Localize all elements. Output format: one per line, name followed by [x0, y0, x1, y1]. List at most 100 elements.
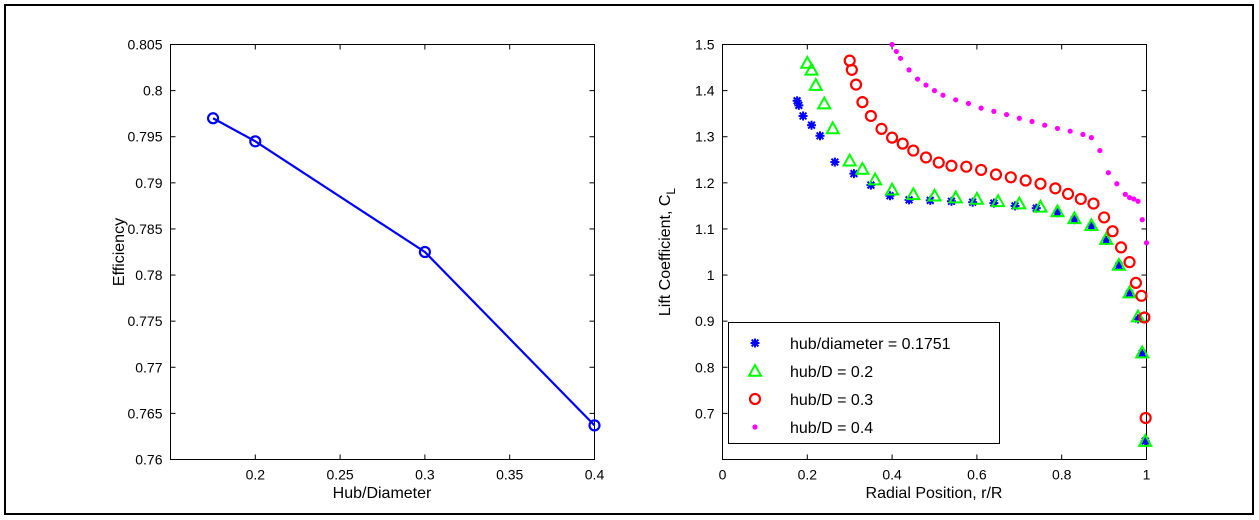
- legend-marker-1: [747, 362, 763, 377]
- lift-series-1-point: [948, 189, 964, 204]
- lift-series-0-point: [830, 157, 840, 167]
- efficiency-series-line: [212, 117, 596, 427]
- efficiency-y-ticks: 0.760.7650.770.7750.780.7850.790.7950.80…: [127, 37, 595, 468]
- lift-series-3-point: [1016, 115, 1022, 121]
- lift-series-3-point: [931, 88, 938, 94]
- lift-series-3-point: [1126, 194, 1133, 201]
- lift-series-1-point: [905, 186, 921, 201]
- lift-series-0-point: [815, 131, 825, 141]
- lift-series-1-point: [926, 187, 943, 202]
- lift-y-tick-label: 1.5: [695, 37, 715, 53]
- lift-series-1-point: [816, 95, 832, 110]
- lift-series-2-point: [975, 163, 988, 177]
- lift-series-2-point: [1138, 311, 1151, 324]
- legend-marker-3: [752, 424, 758, 430]
- lift-series-1-point: [1111, 256, 1127, 271]
- lift-series-3-point: [1143, 240, 1150, 246]
- lift-series-2-point: [919, 151, 933, 164]
- lift-series-0-point: [849, 169, 859, 179]
- lift-series-1-point: [1011, 195, 1027, 210]
- efficiency-x-tick-label: 0.2: [246, 467, 266, 483]
- legend-marker-0: [750, 338, 760, 348]
- lift-series-1-point: [1032, 198, 1049, 213]
- efficiency-y-tick-label: 0.805: [127, 37, 162, 53]
- lift-series-3-point: [923, 82, 929, 88]
- lift-series-3-point: [1088, 135, 1094, 141]
- lift-series-0-point-stroke-d2: [794, 101, 803, 110]
- lift-series-1-point: [1137, 432, 1153, 447]
- efficiency-series-0-point: [418, 245, 431, 259]
- lift-series-3-point: [953, 97, 959, 103]
- lift-series-3-point: [1097, 147, 1103, 154]
- lift-series-1-point: [803, 61, 820, 76]
- lift-series-3-point: [1122, 191, 1128, 197]
- lift-series-0-point-stroke-d2: [885, 191, 895, 200]
- lift-series-3-point: [1080, 131, 1086, 138]
- lift-series-3-point: [1114, 181, 1120, 187]
- lift-series-3-point: [897, 55, 904, 61]
- lift-series-2-point: [1139, 411, 1152, 425]
- efficiency-y-tick-label: 0.8: [143, 83, 163, 99]
- efficiency-plot-area: [170, 44, 595, 460]
- efficiency-series: [206, 112, 601, 432]
- lift-series-2-point: [1097, 211, 1111, 224]
- efficiency-y-tick-label: 0.77: [135, 359, 162, 375]
- lift-series-2-point: [989, 168, 1003, 181]
- legend-label-2: hub/D = 0.3: [790, 392, 873, 409]
- lift-series-1-point: [867, 171, 883, 186]
- lift-series-2-point: [932, 156, 945, 169]
- efficiency-y-tick-label: 0.795: [127, 129, 162, 145]
- lift-series-3-point: [889, 41, 895, 48]
- lift-series-0-point: [798, 111, 808, 121]
- lift-series-1-point: [1049, 203, 1066, 218]
- efficiency-series-0-point: [249, 135, 262, 148]
- lift-series-3-point: [1054, 125, 1061, 132]
- lift-series-3-point: [965, 100, 972, 107]
- lift-series-2-point: [1129, 276, 1143, 289]
- lift-series-2-point: [1019, 174, 1032, 187]
- lift-series-1-point: [808, 77, 824, 91]
- lift-y-tick-label: 1.1: [695, 221, 715, 237]
- lift-series-2-point: [1004, 171, 1017, 184]
- lift-series: [792, 41, 1153, 447]
- legend-label-3: hub/D = 0.4: [790, 420, 873, 437]
- lift-y-label-main: Lift Coefficient, C: [657, 195, 674, 317]
- lift-series-1-point: [1083, 217, 1100, 232]
- lift-y-tick-label: 0.9: [695, 313, 715, 329]
- efficiency-x-label: Hub/Diameter: [333, 485, 432, 502]
- lift-series-2-point: [1106, 225, 1119, 238]
- lift-series-3-point: [1131, 196, 1137, 202]
- lift-series-1-point: [969, 190, 985, 205]
- lift-series-1-point: [990, 193, 1006, 208]
- lift-series-1-point: [1134, 344, 1150, 359]
- lift-x-tick-label: 0.2: [798, 467, 818, 483]
- efficiency-x-ticks: 0.2 0.25 0.3 0.35 0.4: [246, 44, 604, 483]
- efficiency-y-tick-label: 0.78: [135, 267, 162, 283]
- efficiency-x-tick-label: 0.25: [326, 467, 353, 483]
- lift-y-tick-label: 1.4: [695, 83, 715, 99]
- lift-series-1-point: [799, 54, 815, 69]
- legend: hub/diameter = 0.1751 hub/D = 0.2 hub/D = …: [728, 322, 1000, 444]
- efficiency-x-tick-label: 0.3: [415, 467, 435, 483]
- lift-series-0-point-stroke-d2: [830, 158, 839, 167]
- lift-series-2-point: [864, 109, 878, 123]
- lift-series-2-point: [960, 160, 973, 173]
- lift-series-1-point: [1066, 210, 1083, 225]
- lift-series-2-point: [849, 78, 863, 91]
- efficiency-series-0-point: [588, 419, 601, 432]
- lift-x-tick-label: 0: [719, 467, 727, 483]
- lift-series-0-point-stroke-d2: [815, 131, 825, 140]
- lift-y-ticks: 0.7 0.8 0.9 1 1.1 1.2 1.3 1.4 1.5: [695, 37, 1147, 421]
- legend-marker-2: [748, 392, 762, 406]
- legend-label-0: hub/diameter = 0.1751: [790, 336, 951, 353]
- lift-series-3-point: [1139, 217, 1145, 223]
- lift-coefficient-chart: 0.7 0.8 0.9 1 1.1 1.2 1.3 1.4 1.5 0 0.2 0.4 0.6 0.8 1…: [657, 37, 1153, 502]
- lift-series-3-point: [1042, 122, 1048, 128]
- legend-label-1: hub/D = 0.2: [790, 364, 873, 381]
- efficiency-y-label: Efficiency: [111, 218, 128, 286]
- lift-series-0-point: [794, 100, 804, 110]
- lift-series-2-point: [845, 63, 858, 76]
- lift-series-3-point: [914, 76, 921, 82]
- lift-series-1-point: [1098, 231, 1114, 245]
- lift-y-label-subscript: L: [664, 188, 678, 195]
